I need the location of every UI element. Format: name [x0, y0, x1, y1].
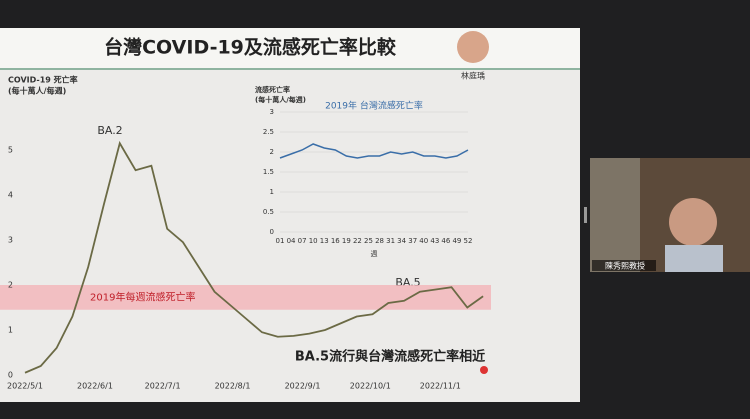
x-tick-label: 40 — [419, 237, 428, 245]
x-tick-label: 43 — [430, 237, 439, 245]
y-tick-label: 2 — [270, 148, 274, 156]
x-tick-label: 01 — [276, 237, 285, 245]
chart-title: 流感死亡率 — [255, 85, 290, 94]
y-tick-label: 4 — [8, 191, 13, 200]
band — [0, 285, 491, 310]
x-tick-label: 34 — [397, 237, 406, 245]
x-tick-label: 19 — [342, 237, 351, 245]
x-tick-label: 2022/7/1 — [145, 382, 181, 391]
y-tick-label: 1.5 — [263, 168, 274, 176]
annotation: BA.5流行與台灣流感死亡率相近 — [295, 349, 485, 365]
presenter: 林庭瑀 — [461, 71, 485, 81]
x-tick-label: 28 — [375, 237, 384, 245]
x-tick-label: 25 — [364, 237, 373, 245]
y-tick-label: 3 — [270, 108, 274, 116]
x-tick-label: 2022/11/1 — [420, 382, 461, 391]
x-axis-label: 週 — [371, 249, 378, 258]
chart-title: COVID-19 死亡率 — [8, 75, 78, 85]
x-tick-label: 07 — [298, 237, 307, 245]
legend-label: 2019年 台灣流感死亡率 — [325, 100, 423, 112]
divider-handle[interactable] — [584, 207, 587, 223]
chart-subtitle: (每十萬人/每週) — [255, 95, 306, 104]
y-tick-label: 1 — [270, 188, 274, 196]
x-tick-label: 13 — [320, 237, 329, 245]
title-rule — [0, 68, 580, 70]
name-bg — [592, 260, 656, 271]
chart-subtitle: (每十萬人/每週) — [8, 86, 66, 96]
x-tick-label: 2022/9/1 — [285, 382, 321, 391]
y-tick-label: 0 — [8, 371, 13, 380]
x-tick-label: 22 — [353, 237, 362, 245]
participant-shirt — [665, 245, 723, 272]
y-tick-label: 0.5 — [263, 208, 274, 216]
y-tick-label: 2 — [8, 281, 13, 290]
x-tick-label: 2022/5/1 — [7, 382, 43, 391]
y-tick-label: 3 — [8, 236, 13, 245]
pointer — [480, 366, 488, 374]
x-tick-label: 16 — [331, 237, 340, 245]
slide-title: 台灣COVID-19及流感死亡率比較 — [104, 36, 397, 59]
band-label: 2019年每週流感死亡率 — [90, 290, 195, 303]
x-tick-label: 46 — [441, 237, 450, 245]
x-tick-label: 31 — [386, 237, 395, 245]
inset-bg — [255, 85, 480, 265]
x-tick-label: 52 — [464, 237, 473, 245]
y-tick-label: 0 — [270, 228, 274, 236]
line — [279, 143, 469, 159]
x-tick-label: 2022/10/1 — [350, 382, 391, 391]
line — [24, 140, 484, 374]
x-tick-label: 49 — [452, 237, 461, 245]
annotation: BA.2 — [97, 124, 122, 137]
x-tick-label: 10 — [309, 237, 318, 245]
participant-name: 陳秀熙教授 — [605, 261, 645, 271]
participant-face — [669, 198, 717, 246]
x-tick-label: 37 — [408, 237, 417, 245]
y-tick-label: 2.5 — [263, 128, 274, 136]
y-tick-label: 1 — [8, 326, 13, 335]
x-tick-label: 04 — [287, 237, 296, 245]
y-tick-label: 5 — [8, 146, 13, 155]
x-tick-label: 2022/8/1 — [215, 382, 251, 391]
avatar — [457, 31, 489, 63]
x-tick-label: 2022/6/1 — [77, 382, 113, 391]
